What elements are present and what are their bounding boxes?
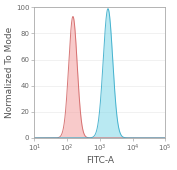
Y-axis label: Normalized To Mode: Normalized To Mode	[5, 27, 14, 118]
X-axis label: FITC-A: FITC-A	[86, 156, 114, 165]
